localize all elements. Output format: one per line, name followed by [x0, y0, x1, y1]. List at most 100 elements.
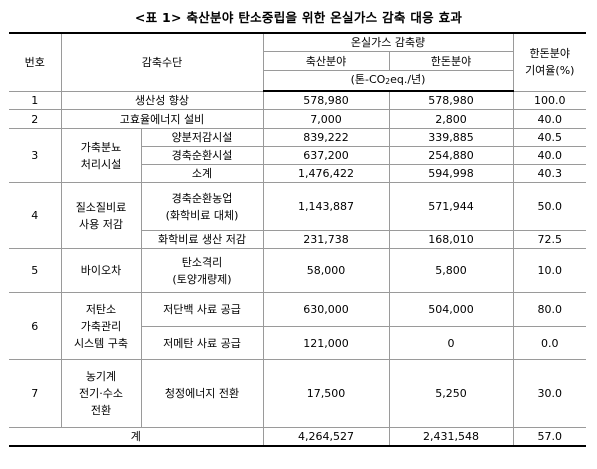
unit-suffix: eq./년)	[390, 73, 426, 86]
row-means: 고효율에너지 설비	[61, 109, 264, 129]
row-number: 6	[9, 292, 62, 360]
livestock-value: 578,980	[263, 91, 390, 110]
livestock-value: 839,222	[263, 128, 390, 147]
hanwoo-value: 504,000	[389, 292, 514, 327]
unit-subscript: 2	[385, 77, 391, 86]
rate-value: 72.5	[513, 230, 587, 249]
livestock-value: 7,000	[263, 109, 390, 129]
hanwoo-value: 5,250	[389, 359, 514, 428]
hanwoo-value: 0	[389, 326, 514, 360]
hanwoo-value: 5,800	[389, 248, 514, 293]
row-group-line2: 전기·수소	[79, 387, 123, 400]
rate-value: 0.0	[513, 326, 587, 360]
row-group-line1: 농기계	[85, 370, 117, 383]
row-sub-means: 경축순환시설	[141, 146, 264, 165]
rate-value: 40.0	[513, 146, 587, 165]
table-row: 3 가축분뇨 처리시설 양분저감시설 839,222 339,885 40.5	[9, 128, 587, 183]
livestock-value: 231,738	[263, 230, 390, 249]
table-row: 저메탄 사료 공급 121,000 0 0.0	[9, 326, 587, 360]
row-number: 5	[9, 248, 62, 293]
hanwoo-value: 2,800	[389, 109, 514, 129]
hanwoo-value: 168,010	[389, 230, 514, 249]
livestock-value: 121,000	[263, 326, 390, 360]
emission-reduction-table: 번호 감축수단 온실가스 감축량 한돈분야 기여율(%) 축산분야 한돈분야 (…	[9, 32, 587, 447]
livestock-value: 637,200	[263, 146, 390, 165]
row-means: 생산성 향상	[61, 91, 264, 110]
row-sub-means-line1: 탄소격리	[181, 255, 223, 269]
rate-value: 40.0	[513, 109, 587, 129]
row-group-line2: 처리시설	[80, 157, 122, 171]
livestock-value: 1,476,422	[263, 164, 390, 183]
table-row: 1 생산성 향상 578,980 578,980 100.0	[9, 91, 587, 110]
row-sub-means: 청정에너지 전환	[141, 359, 264, 428]
table-row: 7 농기계 전기·수소 전환 청정에너지 전환 17,500 5,250 30.…	[9, 359, 587, 428]
row-sub-means: 양분저감시설	[141, 128, 264, 147]
table-row: 소계 1,476,422 594,998 40.3	[9, 164, 587, 183]
header-contribution-line2: 기여율(%)	[525, 64, 575, 78]
row-group: 바이오차	[61, 248, 142, 293]
rate-value: 50.0	[513, 182, 587, 231]
row-sub-means: 경축순환농업 (화학비료 대체)	[141, 182, 264, 231]
table-row: 6 저탄소 가축관리 시스템 구축 저단백 사료 공급 630,000 504,…	[9, 292, 587, 360]
table-row: 2 고효율에너지 설비 7,000 2,800 40.0	[9, 109, 587, 129]
row-sub-means: 저메탄 사료 공급	[141, 326, 264, 360]
row-sub-means: 탄소격리 (토양개량제)	[141, 248, 264, 293]
row-sub-means: 화학비료 생산 저감	[141, 230, 264, 249]
total-row: 계 4,264,527 2,431,548 57.0	[9, 427, 587, 447]
row-group-line1: 저탄소	[85, 302, 117, 316]
header-unit: (톤-CO2eq./년)	[263, 70, 514, 92]
total-hanwoo: 2,431,548	[389, 427, 514, 447]
row-sub-means-line2: (화학비료 대체)	[165, 208, 239, 222]
row-group: 농기계 전기·수소 전환	[61, 359, 142, 428]
row-group-line3: 시스템 구축	[73, 336, 129, 350]
livestock-value: 630,000	[263, 292, 390, 327]
rate-value: 40.5	[513, 128, 587, 147]
row-group-line1: 질소질비료	[75, 200, 127, 214]
header-contribution: 한돈분야 기여율(%)	[513, 32, 587, 92]
total-livestock: 4,264,527	[263, 427, 390, 447]
hanwoo-value: 571,944	[389, 182, 514, 231]
table-row: 4 질소질비료 사용 저감 경축순환농업 (화학비료 대체) 1,143,887…	[9, 182, 587, 249]
row-group-line1: 가축분뇨	[80, 140, 122, 154]
row-sub-means-line2: (토양개량제)	[172, 272, 232, 286]
table-row: 경축순환시설 637,200 254,880 40.0	[9, 146, 587, 165]
row-subtotal-label: 소계	[141, 164, 264, 183]
row-number: 7	[9, 359, 62, 428]
total-label: 계	[9, 427, 264, 447]
livestock-value: 58,000	[263, 248, 390, 293]
header-means: 감축수단	[61, 32, 264, 92]
row-number: 3	[9, 128, 62, 183]
header-contribution-line1: 한돈분야	[529, 47, 570, 61]
row-sub-means-line1: 경축순환농업	[171, 191, 233, 205]
row-group-line2: 가축관리	[80, 319, 122, 333]
rate-value: 100.0	[513, 91, 587, 110]
hanwoo-value: 594,998	[389, 164, 514, 183]
header-reduction: 온실가스 감축량	[263, 32, 514, 52]
livestock-value: 17,500	[263, 359, 390, 428]
table-caption: <표 1> 축산분야 탄소중립을 위한 온실가스 감축 대응 효과	[134, 10, 463, 25]
hanwoo-value: 254,880	[389, 146, 514, 165]
total-rate: 57.0	[513, 427, 587, 447]
hanwoo-value: 339,885	[389, 128, 514, 147]
livestock-value: 1,143,887	[263, 182, 390, 231]
row-number: 1	[9, 91, 62, 110]
rate-value: 40.3	[513, 164, 587, 183]
header-livestock: 축산분야	[263, 51, 390, 71]
table-row: 5 바이오차 탄소격리 (토양개량제) 58,000 5,800 10.0	[9, 248, 587, 293]
row-group-line3: 전환	[90, 404, 112, 417]
row-number: 4	[9, 182, 62, 249]
hanwoo-value: 578,980	[389, 91, 514, 110]
row-sub-means: 저단백 사료 공급	[141, 292, 264, 327]
rate-value: 30.0	[513, 359, 587, 428]
rate-value: 10.0	[513, 248, 587, 293]
row-number: 2	[9, 109, 62, 129]
header-hanwoo: 한돈분야	[389, 51, 514, 71]
header-number: 번호	[9, 32, 62, 92]
row-group: 저탄소 가축관리 시스템 구축	[61, 292, 142, 360]
row-group: 질소질비료 사용 저감	[61, 182, 142, 249]
table-row: 화학비료 생산 저감 231,738 168,010 72.5	[9, 230, 587, 249]
row-group: 가축분뇨 처리시설	[61, 128, 142, 183]
row-group-line2: 사용 저감	[79, 217, 123, 231]
rate-value: 80.0	[513, 292, 587, 327]
unit-prefix: (톤-CO	[350, 73, 386, 86]
